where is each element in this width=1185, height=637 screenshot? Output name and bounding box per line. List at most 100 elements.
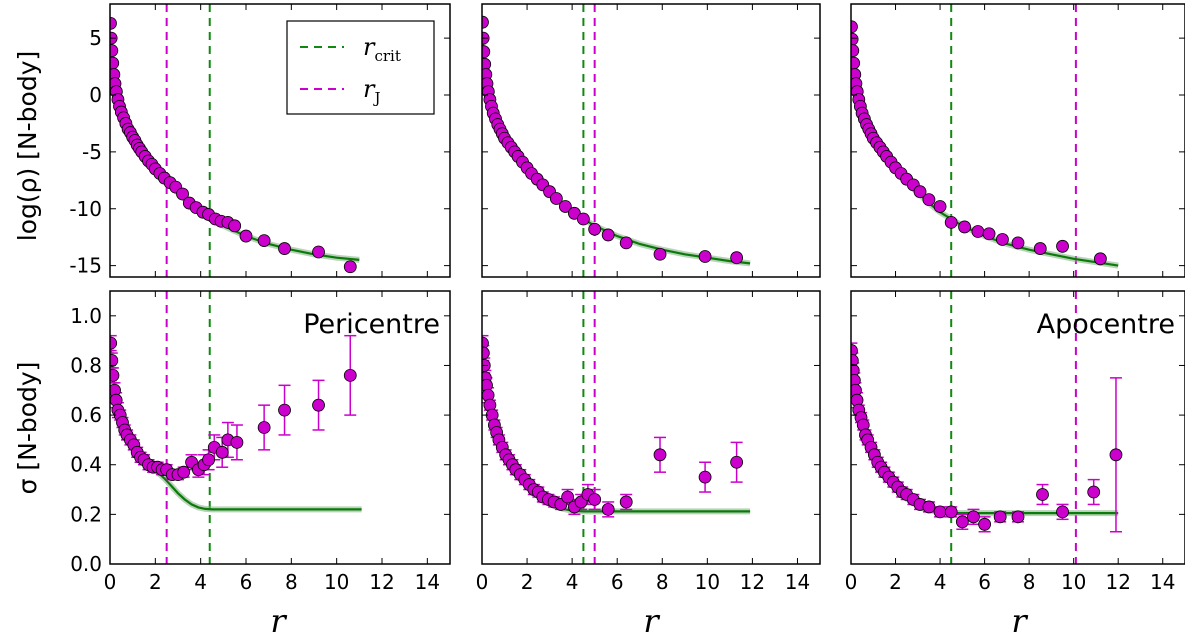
data-point: [601, 228, 615, 242]
data-point: [588, 222, 602, 236]
data-point: [933, 200, 947, 213]
plot-area: [851, 291, 1123, 564]
legend-label: rJ: [363, 75, 381, 107]
y-tick-label: 5: [89, 26, 102, 50]
data-point: [653, 448, 667, 462]
data-point: [230, 435, 244, 449]
x-tick-label: 4: [934, 570, 947, 594]
data-point: [1087, 485, 1101, 499]
panel-bottom-middle: 0 2 4 6 8 10 12 14: [476, 290, 821, 594]
x-tick-label: 14: [415, 570, 440, 594]
model-curve: [482, 32, 751, 265]
x-tick-label: 6: [978, 570, 991, 594]
x-tick-label: 8: [656, 570, 669, 594]
data-point: [110, 368, 120, 382]
panel-frame: [109, 290, 451, 565]
data-point: [601, 502, 615, 516]
panel-annotation: Apocentre: [1037, 309, 1175, 340]
x-tick-label: 4: [566, 570, 579, 594]
data-point: [653, 247, 667, 261]
data-point: [982, 227, 996, 241]
x-tick-label: 6: [240, 570, 253, 594]
data-point: [110, 56, 120, 70]
data-point: [955, 515, 969, 529]
data-point: [944, 505, 958, 519]
x-tick-label: 8: [1023, 570, 1036, 594]
model-band: [482, 345, 751, 515]
data-point: [1036, 488, 1049, 501]
x-tick-label: 2: [149, 570, 162, 594]
data-point: [239, 229, 253, 243]
panel-frame: [109, 3, 451, 278]
model-band: [482, 32, 751, 267]
xlabel-right: r: [1011, 602, 1028, 637]
legend-symbol: r: [363, 33, 376, 61]
data-point: [1093, 252, 1107, 266]
y-tick-label: -5: [82, 140, 102, 164]
x-tick-label: 2: [521, 570, 534, 594]
data-point: [851, 44, 860, 58]
data-point: [257, 234, 271, 248]
data-point: [558, 200, 572, 213]
data-point: [978, 517, 991, 531]
y-tick-label: 0.0: [70, 552, 102, 576]
xlabel-middle: r: [643, 602, 660, 637]
data-point: [278, 242, 291, 255]
x-tick-label: 0: [476, 570, 489, 594]
panel-top-right: [850, 3, 1185, 278]
legend-symbol: r: [363, 75, 376, 103]
data-point: [257, 421, 271, 434]
legend-box: [286, 20, 435, 115]
legend-subscript: J: [372, 89, 380, 107]
data-point: [1056, 239, 1069, 253]
panel-frame: [481, 290, 821, 565]
data-point: [577, 212, 590, 226]
data-point: [312, 245, 325, 259]
data-point: [312, 398, 325, 412]
model-curve: [482, 345, 751, 513]
plot-area: [110, 4, 360, 277]
data-point: [1011, 236, 1025, 250]
data-point: [278, 403, 291, 417]
plot-area: [482, 4, 751, 277]
data-point: [482, 346, 490, 360]
legend-label: rcrit: [363, 33, 401, 65]
data-point: [851, 56, 861, 70]
data-point: [177, 465, 191, 479]
x-tick-label: 6: [611, 570, 624, 594]
y-tick-label: -10: [69, 197, 102, 221]
plot-area: [110, 291, 362, 564]
x-tick-label: 8: [285, 570, 298, 594]
data-point: [922, 500, 936, 514]
data-point: [958, 220, 971, 234]
data-point: [1033, 242, 1047, 255]
panel-annotation: Pericentre: [303, 309, 440, 340]
plot-area: [482, 291, 751, 564]
plot-area: [851, 4, 1119, 277]
data-point: [993, 510, 1007, 524]
data-point: [228, 219, 242, 233]
data-point: [698, 470, 712, 484]
panel-frame: [850, 3, 1185, 278]
panel-top-middle: [481, 3, 821, 278]
panel-top-left: 5 0 -5 -10 -15: [69, 3, 451, 278]
data-point: [215, 445, 229, 459]
legend-subscript: crit: [374, 47, 400, 65]
x-tick-label: 12: [740, 570, 765, 594]
data-point: [343, 368, 357, 382]
data-point: [851, 32, 859, 46]
x-tick-label: 14: [785, 570, 810, 594]
data-point: [698, 250, 712, 263]
x-tick-label: 12: [1105, 570, 1130, 594]
data-point: [996, 233, 1009, 246]
y-tick-label: 0.8: [70, 353, 102, 377]
x-tick-label: 4: [194, 570, 207, 594]
y-tick-label: 0: [89, 83, 102, 107]
data-point: [549, 192, 563, 205]
data-point: [933, 505, 947, 519]
x-tick-label: 2: [889, 570, 902, 594]
data-point: [619, 495, 633, 509]
x-tick-label: 10: [695, 570, 720, 594]
